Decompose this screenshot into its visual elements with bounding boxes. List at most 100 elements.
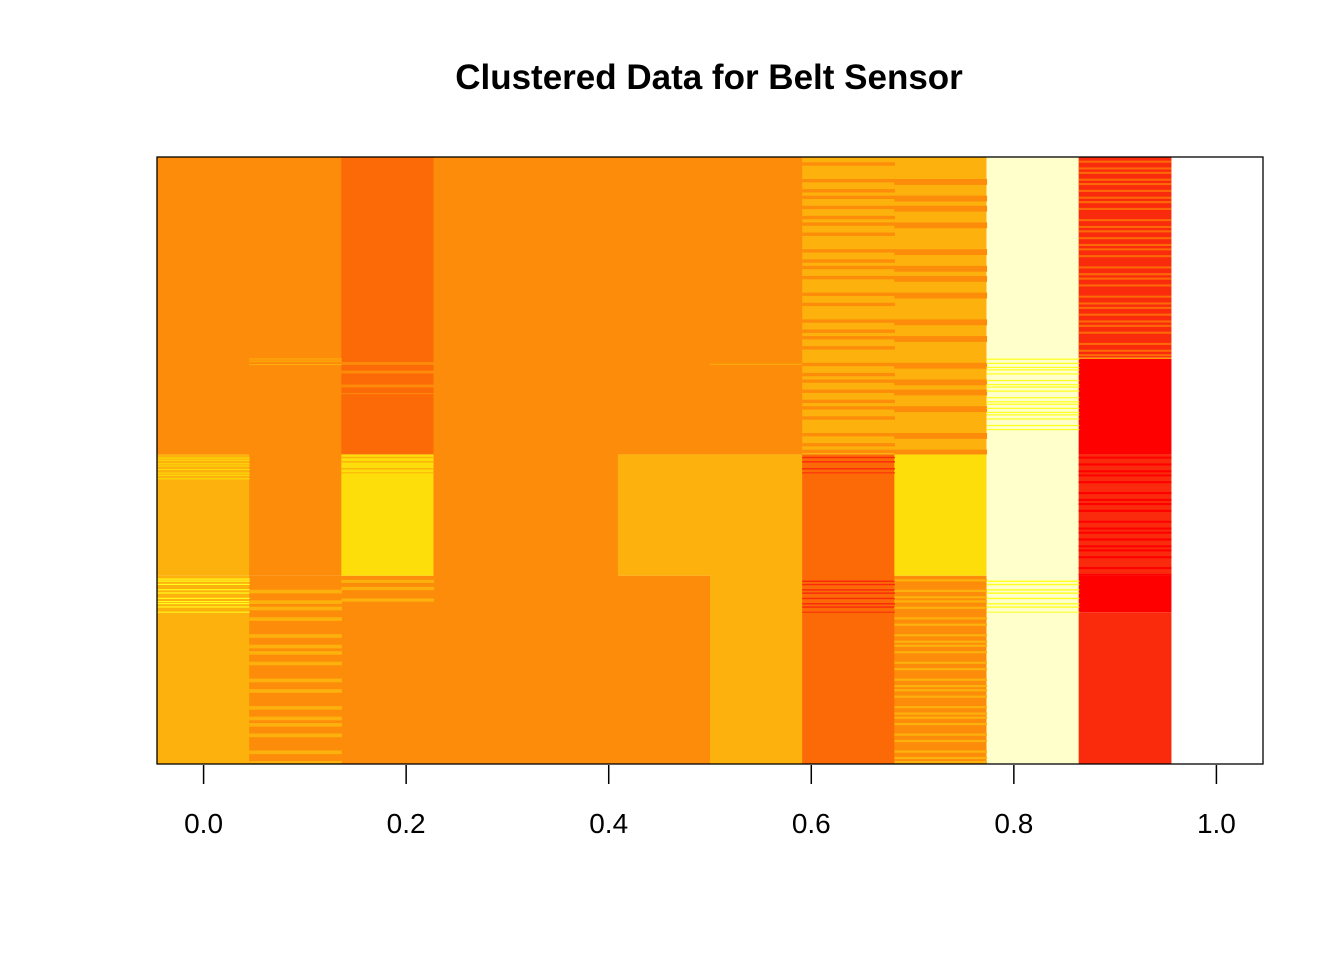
heatmap-stripe xyxy=(1078,573,1172,576)
heatmap-stripe xyxy=(157,603,250,605)
heatmap-stripe xyxy=(894,195,988,202)
heatmap-stripe xyxy=(1078,273,1172,276)
heatmap-stripe xyxy=(1078,463,1172,466)
heatmap-stripe xyxy=(894,661,988,664)
heatmap-cell xyxy=(617,575,711,764)
heatmap-stripe xyxy=(802,195,895,199)
heatmap-stripe xyxy=(1078,183,1172,186)
heatmap-stripe xyxy=(1078,266,1172,269)
heatmap-stripe xyxy=(341,461,435,463)
heatmap-stripe xyxy=(157,465,250,467)
heatmap-stripe xyxy=(802,362,895,367)
heatmap-stripe xyxy=(1078,243,1172,247)
heatmap-cell xyxy=(157,454,250,576)
heatmap-cell xyxy=(157,575,250,613)
heatmap-stripe xyxy=(802,433,895,437)
heatmap-stripe xyxy=(341,456,435,459)
heatmap-stripe xyxy=(986,403,1080,405)
heatmap-stripe xyxy=(894,222,988,229)
heatmap-stripe xyxy=(157,583,250,585)
heatmap-stripe xyxy=(894,712,988,715)
heatmap-stripe xyxy=(802,472,895,474)
heatmap-stripe xyxy=(1078,255,1172,258)
heatmap-stripe xyxy=(802,449,895,453)
heatmap-cell xyxy=(617,454,711,576)
heatmap-stripe xyxy=(1078,520,1172,523)
heatmap-stripe xyxy=(1078,502,1172,506)
heatmap-cells xyxy=(157,157,1172,764)
x-tick-label: 0.6 xyxy=(792,808,831,839)
heatmap-stripe xyxy=(157,592,250,594)
heatmap-stripe xyxy=(1078,470,1172,473)
heatmap-stripe xyxy=(986,603,1080,605)
heatmap-stripe xyxy=(894,249,988,256)
heatmap-stripe xyxy=(894,579,988,582)
heatmap-stripe xyxy=(894,205,988,212)
heatmap-stripe xyxy=(894,179,988,185)
heatmap-stripe xyxy=(802,265,895,270)
heatmap-stripe xyxy=(802,461,895,463)
heatmap-stripe xyxy=(986,369,1080,371)
heatmap-stripe xyxy=(802,215,895,220)
heatmap-stripe xyxy=(802,189,895,193)
heatmap-stripe xyxy=(802,319,895,323)
heatmap-stripe xyxy=(249,644,342,649)
heatmap-stripe xyxy=(1078,549,1172,552)
heatmap-stripe xyxy=(1078,189,1172,192)
heatmap-stripe xyxy=(894,292,988,299)
heatmap-cell xyxy=(433,157,527,764)
heatmap-cell xyxy=(341,454,435,576)
heatmap-stripe xyxy=(894,449,988,455)
heatmap-stripe xyxy=(1078,196,1172,199)
heatmap-stripe xyxy=(986,383,1080,386)
heatmap-stripe xyxy=(894,640,988,643)
heatmap-stripe xyxy=(986,583,1080,586)
heatmap-stripe xyxy=(1078,481,1172,484)
heatmap-stripe xyxy=(1078,331,1172,334)
heatmap-cell xyxy=(894,454,988,576)
heatmap-stripe xyxy=(894,684,988,688)
heatmap-stripe xyxy=(157,469,250,471)
heatmap-stripe xyxy=(1078,295,1172,298)
heatmap-stripe xyxy=(249,760,342,764)
heatmap-stripe xyxy=(802,162,895,166)
heatmap-stripe xyxy=(894,750,988,753)
heatmap-stripe xyxy=(802,329,895,333)
heatmap-stripe xyxy=(1078,230,1172,233)
heatmap-stripe xyxy=(986,358,1080,360)
heatmap-stripe xyxy=(986,373,1080,375)
heatmap-stripe xyxy=(1078,277,1172,280)
heatmap-stripe xyxy=(802,389,895,393)
heatmap-stripe xyxy=(894,695,988,698)
heatmap-cell xyxy=(341,157,435,455)
heatmap-stripe xyxy=(894,362,988,369)
heatmap-stripe xyxy=(1078,531,1172,534)
heatmap-stripe xyxy=(1078,219,1172,222)
heatmap-stripe xyxy=(802,336,895,340)
heatmap-stripe xyxy=(249,358,342,360)
heatmap-cell xyxy=(157,157,250,455)
heatmap-stripe xyxy=(1078,160,1172,163)
heatmap-cell xyxy=(157,612,250,764)
heatmap-stripe xyxy=(1078,284,1172,287)
heatmap-stripe xyxy=(157,597,250,599)
heatmap-stripe xyxy=(986,606,1080,608)
heatmap-stripe xyxy=(157,472,250,474)
heatmap-stripe xyxy=(894,606,988,609)
heatmap-stripe xyxy=(802,205,895,210)
heatmap-stripe xyxy=(249,634,342,638)
heatmap-stripe xyxy=(894,722,988,726)
heatmap-stripe xyxy=(249,733,342,738)
heatmap-stripe xyxy=(802,249,895,253)
heatmap-stripe xyxy=(157,611,250,613)
heatmap-stripe xyxy=(894,623,988,626)
heatmap-stripe xyxy=(249,589,342,594)
heatmap-stripe xyxy=(157,474,250,476)
heatmap-stripe xyxy=(1078,567,1172,570)
heatmap-stripe xyxy=(1078,201,1172,204)
heatmap-stripe xyxy=(894,389,988,396)
heatmap-stripe xyxy=(894,589,988,593)
x-tick-label: 1.0 xyxy=(1197,808,1236,839)
heatmap-cell xyxy=(617,157,711,455)
